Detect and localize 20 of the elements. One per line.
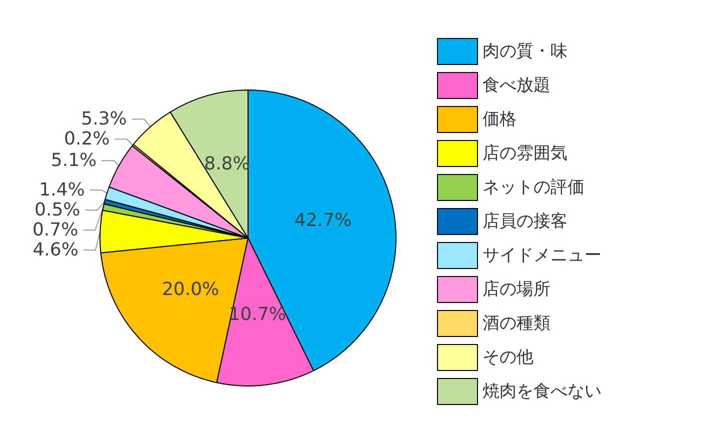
data-label: 20.0% bbox=[162, 278, 220, 300]
data-label: 0.7% bbox=[32, 220, 78, 241]
legend-label: 肉の質・味 bbox=[482, 42, 568, 62]
legend-label: 価格 bbox=[482, 110, 516, 130]
legend-label: 焼肉を食べない bbox=[482, 382, 602, 402]
legend-label: サイドメニュー bbox=[482, 246, 602, 266]
legend-label: 店の場所 bbox=[482, 280, 550, 300]
legend-label: 店員の接客 bbox=[482, 212, 568, 232]
data-label: 1.4% bbox=[39, 180, 85, 201]
data-label: 0.2% bbox=[64, 128, 110, 150]
legend-label: 店の雰囲気 bbox=[482, 144, 568, 164]
data-label: 5.3% bbox=[81, 108, 127, 130]
legend-label: 酒の種類 bbox=[482, 314, 550, 334]
data-label: 42.7% bbox=[294, 210, 352, 231]
data-label: 0.5% bbox=[34, 200, 80, 221]
legend-label: その他 bbox=[482, 348, 534, 368]
legend-label: 食べ放題 bbox=[482, 76, 550, 96]
data-label: 5.1% bbox=[50, 150, 97, 172]
legend-label: ネットの評価 bbox=[482, 178, 584, 198]
data-label: 4.6% bbox=[32, 240, 78, 261]
